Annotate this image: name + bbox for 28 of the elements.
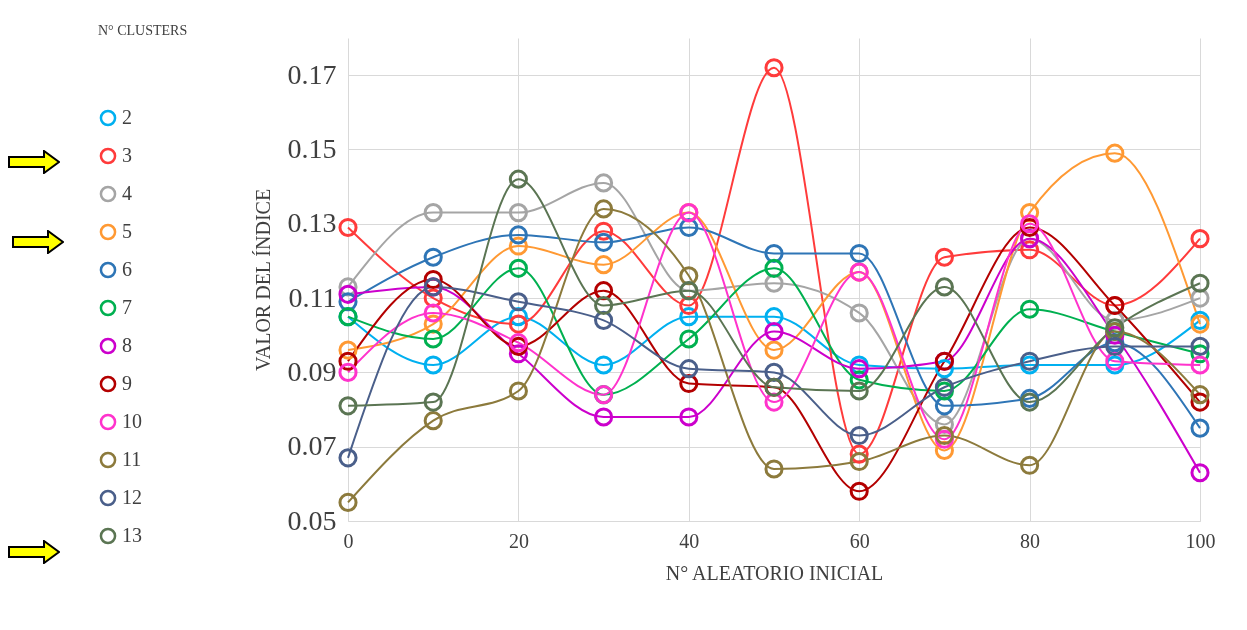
legend-label: 3 [122, 144, 132, 166]
x-tick-label: 60 [849, 529, 870, 552]
y-tick-label: 0.15 [287, 132, 337, 164]
legend-label: 2 [122, 106, 132, 128]
y-tick-label: 0.09 [287, 355, 337, 387]
y-tick-label: 0.11 [288, 281, 337, 313]
y-tick-label: 0.13 [287, 207, 337, 239]
legend-label: 9 [122, 372, 132, 394]
y-tick-label: 0.07 [287, 430, 337, 462]
x-tick-label: 40 [679, 529, 700, 552]
legend-label: 6 [122, 258, 132, 280]
legend-label: 8 [122, 334, 132, 356]
legend-label: 5 [122, 220, 132, 242]
x-tick-label: 20 [508, 529, 529, 552]
y-tick-label: 0.05 [287, 504, 337, 536]
y-axis-title: VALOR DEL ÍNDICE [251, 188, 274, 372]
legend-label: 11 [122, 448, 142, 470]
legend-label: 4 [122, 182, 132, 204]
x-tick-label: 0 [343, 529, 354, 552]
x-tick-label: 100 [1185, 529, 1216, 552]
x-tick-label: 80 [1020, 529, 1041, 552]
y-tick-label: 0.17 [287, 58, 337, 90]
legend-label: 10 [122, 410, 142, 432]
x-axis-title: N° ALEATORIO INICIAL [665, 561, 884, 584]
legend-label: 12 [122, 486, 142, 508]
legend-title: N° CLUSTERS [98, 23, 188, 38]
legend-label: 7 [122, 296, 132, 318]
legend-label: 13 [122, 524, 142, 546]
